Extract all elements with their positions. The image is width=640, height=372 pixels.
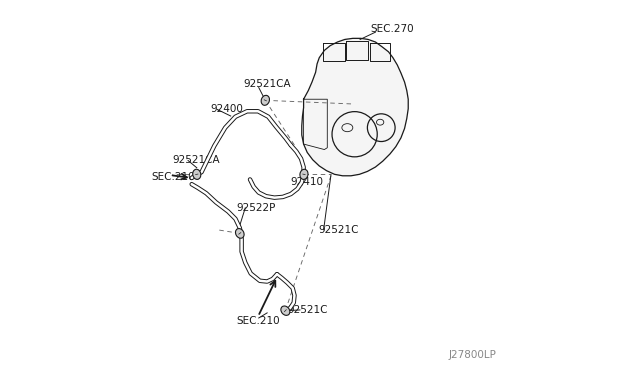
Text: 92521C: 92521C [318,225,358,235]
Text: 92521CA: 92521CA [243,79,291,89]
Text: 92400: 92400 [211,105,243,115]
Text: 92410: 92410 [291,177,324,187]
Text: J27800LP: J27800LP [449,350,497,360]
Ellipse shape [193,169,201,179]
Text: 92521CA: 92521CA [172,155,220,166]
Ellipse shape [281,306,290,315]
Ellipse shape [261,95,269,105]
Text: SEC.210: SEC.210 [152,172,195,182]
Ellipse shape [300,169,308,179]
Text: 92521C: 92521C [287,305,328,315]
Polygon shape [302,38,408,176]
Ellipse shape [236,228,244,238]
Text: SEC.210: SEC.210 [236,316,280,326]
Text: 92522P: 92522P [236,203,276,213]
Text: SEC.270: SEC.270 [371,23,414,33]
